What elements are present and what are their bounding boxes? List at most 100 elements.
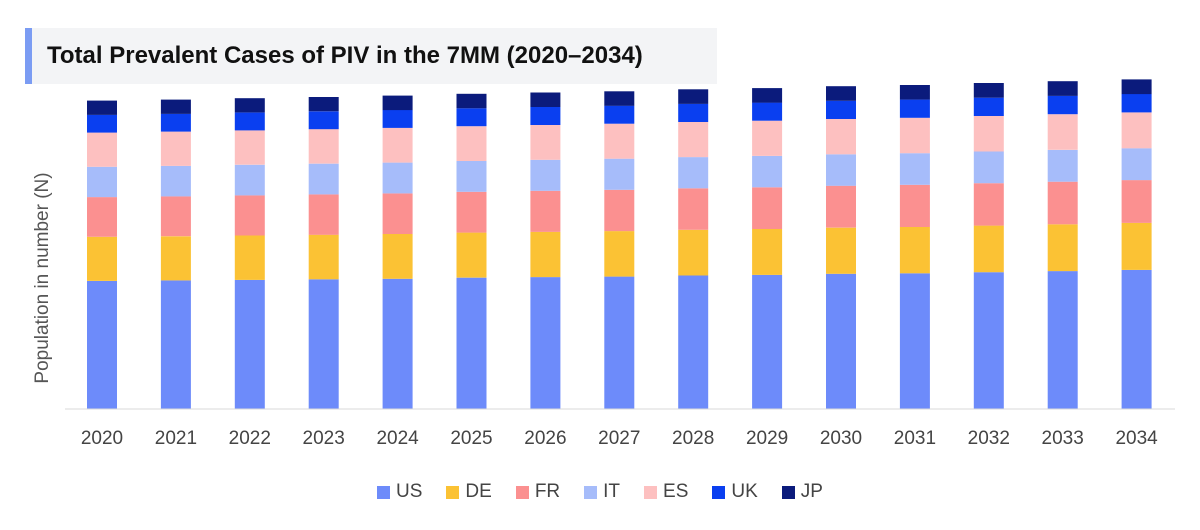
bar-it-2022 [234, 164, 265, 196]
legend-item-es: ES [644, 481, 688, 503]
bar-fr-2029 [752, 187, 783, 229]
bar-es-2028 [678, 122, 709, 158]
y-axis-label: Population in number (N) [32, 172, 53, 383]
bar-jp-2023 [308, 97, 339, 112]
title-box: Total Prevalent Cases of PIV in the 7MM … [25, 28, 717, 84]
bar-jp-2027 [604, 91, 635, 106]
bar-it-2024 [382, 162, 413, 194]
legend-label-fr: FR [534, 481, 561, 502]
bar-it-2029 [752, 156, 783, 188]
bar-de-2025 [456, 232, 487, 278]
legend-swatch-us [377, 485, 390, 499]
bar-uk-2022 [234, 112, 265, 131]
bar-fr-2026 [530, 190, 561, 232]
bar-it-2028 [678, 157, 709, 189]
legend-item-fr: FR [515, 481, 561, 503]
legend-item-jp: JP [781, 481, 823, 503]
bar-jp-2028 [678, 89, 709, 104]
legend-label-jp: JP [800, 481, 823, 502]
legend-swatch-fr [515, 485, 529, 499]
bar-es-2033 [1047, 114, 1078, 150]
bar-it-2034 [1121, 148, 1152, 181]
bar-uk-2034 [1121, 94, 1152, 113]
bar-de-2032 [973, 225, 1004, 273]
bar-uk-2020 [87, 114, 117, 133]
x-tick-label-2026: 2026 [524, 428, 566, 449]
legend-item-de: DE [446, 481, 492, 503]
bar-us-2034 [1121, 269, 1152, 409]
bar-fr-2032 [973, 183, 1004, 226]
bar-es-2020 [87, 132, 117, 167]
bar-uk-2026 [530, 107, 561, 125]
bar-fr-2034 [1121, 180, 1152, 223]
bar-de-2034 [1121, 222, 1152, 270]
bar-de-2027 [604, 231, 635, 277]
bar-uk-2030 [826, 100, 856, 119]
x-tick-label-2032: 2032 [968, 428, 1010, 449]
bar-fr-2033 [1047, 181, 1078, 225]
bar-de-2031 [899, 226, 930, 274]
bar-it-2032 [973, 151, 1004, 184]
bar-jp-2031 [899, 85, 930, 100]
legend-swatch-jp [781, 485, 795, 499]
bar-de-2026 [530, 231, 561, 278]
x-tick-label-2020: 2020 [81, 428, 123, 449]
bar-jp-2022 [234, 98, 265, 113]
bar-it-2020 [87, 166, 117, 198]
bar-it-2026 [530, 159, 561, 191]
x-tick-label-2028: 2028 [672, 428, 714, 449]
x-tick-label-2030: 2030 [820, 428, 862, 449]
bar-us-2032 [973, 272, 1004, 409]
bar-es-2021 [160, 131, 191, 166]
bar-es-2022 [234, 130, 265, 165]
bar-uk-2029 [752, 102, 783, 121]
bar-es-2023 [308, 129, 339, 164]
bar-fr-2030 [826, 185, 856, 228]
bar-de-2021 [160, 236, 191, 281]
bar-it-2033 [1047, 149, 1078, 182]
legend-swatch-es [644, 485, 658, 499]
bar-it-2027 [604, 158, 635, 190]
bar-es-2034 [1121, 112, 1152, 149]
bar-us-2022 [234, 279, 265, 409]
legend-label-uk: UK [731, 481, 758, 502]
bar-de-2033 [1047, 224, 1078, 272]
bar-us-2028 [678, 275, 709, 409]
bar-it-2025 [456, 160, 487, 192]
bar-us-2024 [382, 278, 413, 409]
bar-es-2029 [752, 120, 783, 156]
x-tick-labels: 2020 2021 2022 2023 2024 2025 2026 2027 2028 2029… [81, 428, 1158, 449]
legend-swatch-uk [712, 485, 726, 499]
bar-us-2021 [160, 280, 191, 409]
x-tick-label-2023: 2023 [303, 428, 345, 449]
x-tick-label-2024: 2024 [376, 428, 419, 449]
bar-it-2031 [899, 153, 930, 185]
chart-title: Total Prevalent Cases of PIV in the 7MM … [47, 42, 643, 69]
x-tick-label-2025: 2025 [450, 428, 492, 449]
bar-de-2023 [308, 234, 339, 280]
bar-jp-2032 [973, 83, 1004, 98]
bar-es-2025 [456, 126, 487, 161]
bar-us-2033 [1047, 271, 1078, 409]
bar-us-2023 [308, 279, 339, 409]
x-tick-label-2021: 2021 [155, 428, 197, 449]
bar-es-2027 [604, 123, 635, 159]
bar-us-2020 [87, 281, 117, 409]
bar-de-2028 [678, 229, 709, 276]
x-tick-label-2033: 2033 [1042, 428, 1084, 449]
bar-uk-2021 [160, 113, 191, 132]
bar-jp-2033 [1047, 81, 1078, 96]
bar-uk-2032 [973, 97, 1004, 116]
bar-us-2025 [456, 277, 487, 409]
legend-label-es: ES [663, 481, 689, 502]
bar-jp-2020 [87, 100, 117, 115]
bar-de-2024 [382, 234, 413, 279]
x-tick-label-2029: 2029 [746, 428, 788, 449]
bar-us-2029 [752, 274, 783, 409]
bar-es-2026 [530, 124, 561, 160]
bar-uk-2025 [456, 108, 487, 127]
bar-jp-2034 [1121, 79, 1152, 95]
bar-de-2022 [234, 235, 265, 280]
bar-fr-2022 [234, 195, 265, 236]
bar-jp-2026 [530, 92, 561, 107]
